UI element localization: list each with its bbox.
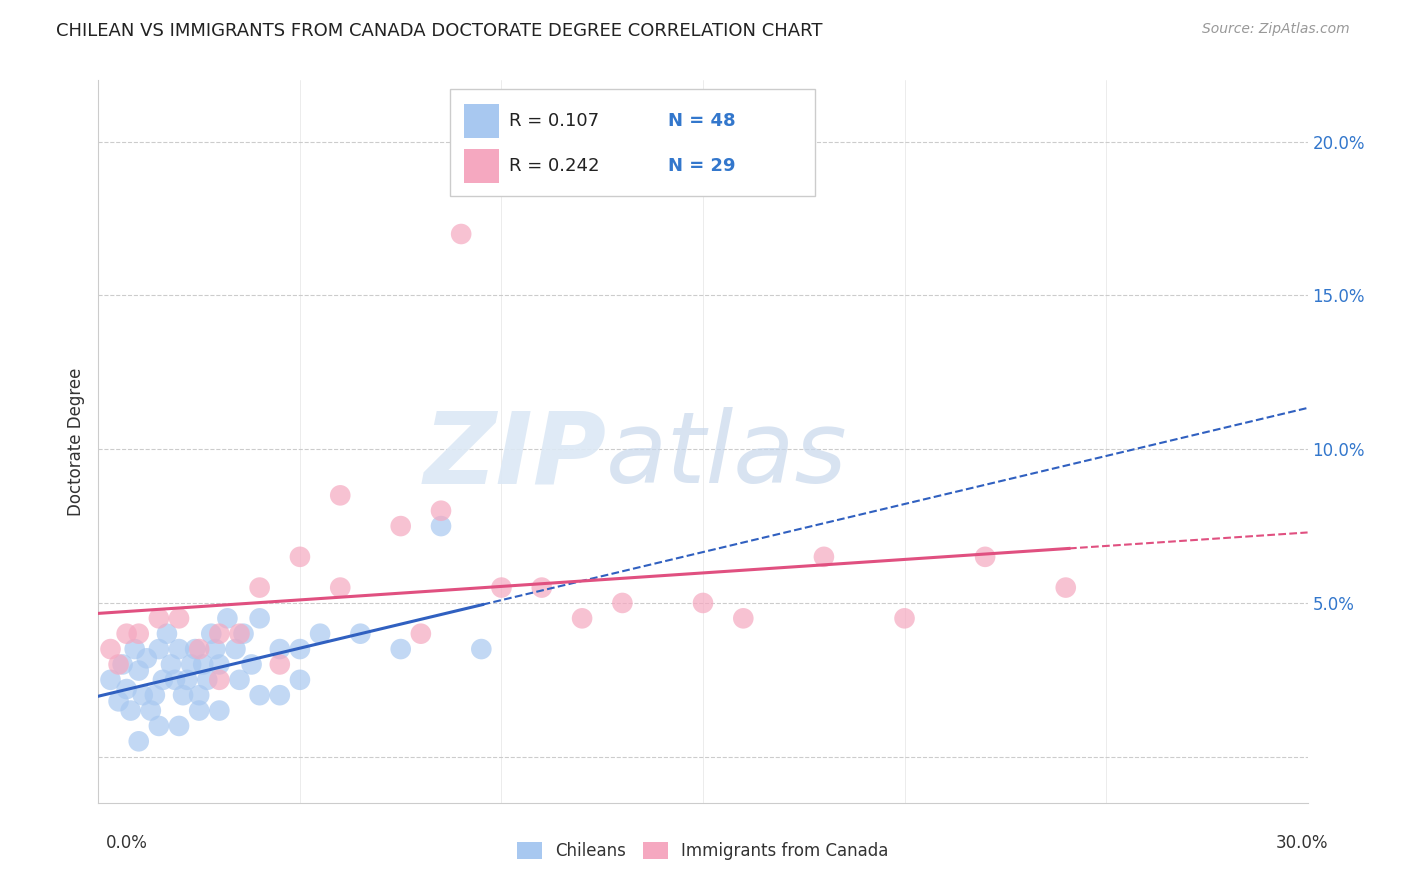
Point xyxy=(167,642,190,657)
Point xyxy=(148,611,170,625)
Point xyxy=(188,688,211,702)
Point xyxy=(228,673,250,687)
Point xyxy=(107,657,129,672)
Point xyxy=(100,642,122,657)
Point xyxy=(163,673,186,687)
Point xyxy=(288,549,311,564)
Point xyxy=(232,626,254,640)
Point xyxy=(208,673,231,687)
Point xyxy=(128,626,150,640)
Point xyxy=(195,673,218,687)
Point xyxy=(389,519,412,533)
Text: N = 29: N = 29 xyxy=(668,157,735,175)
Point xyxy=(1054,581,1077,595)
Point xyxy=(139,704,162,718)
Y-axis label: Doctorate Degree: Doctorate Degree xyxy=(66,368,84,516)
Point xyxy=(240,657,263,672)
Point xyxy=(167,611,190,625)
Point xyxy=(107,694,129,708)
Text: R = 0.242: R = 0.242 xyxy=(509,157,599,175)
Point xyxy=(208,626,231,640)
Point xyxy=(120,704,142,718)
Text: 30.0%: 30.0% xyxy=(1277,834,1329,852)
Text: ZIP: ZIP xyxy=(423,408,606,505)
Point xyxy=(269,642,291,657)
Point xyxy=(128,664,150,678)
Point xyxy=(249,611,271,625)
Point xyxy=(329,581,352,595)
Text: Source: ZipAtlas.com: Source: ZipAtlas.com xyxy=(1202,22,1350,37)
Point xyxy=(176,673,198,687)
Point xyxy=(160,657,183,672)
Point xyxy=(224,642,246,657)
Point xyxy=(115,626,138,640)
Point xyxy=(733,611,755,625)
Point xyxy=(249,688,271,702)
Point xyxy=(204,642,226,657)
Point xyxy=(228,626,250,640)
Point xyxy=(115,681,138,696)
Point xyxy=(430,504,453,518)
Point xyxy=(249,581,271,595)
Text: N = 48: N = 48 xyxy=(668,112,735,130)
Point xyxy=(172,688,194,702)
Point xyxy=(470,642,492,657)
Point xyxy=(100,673,122,687)
Point xyxy=(329,488,352,502)
Point xyxy=(692,596,714,610)
Point xyxy=(450,227,472,241)
Point xyxy=(111,657,134,672)
Point xyxy=(184,642,207,657)
Point xyxy=(288,673,311,687)
Point xyxy=(152,673,174,687)
Point xyxy=(200,626,222,640)
Point xyxy=(974,549,997,564)
Point xyxy=(612,596,634,610)
Point xyxy=(349,626,371,640)
Point xyxy=(389,642,412,657)
Point xyxy=(409,626,432,640)
Point xyxy=(148,719,170,733)
Point xyxy=(893,611,915,625)
Point xyxy=(188,704,211,718)
Point xyxy=(530,581,553,595)
Point xyxy=(217,611,239,625)
Point xyxy=(269,657,291,672)
Point xyxy=(128,734,150,748)
Point xyxy=(167,719,190,733)
Point xyxy=(156,626,179,640)
Point xyxy=(208,704,231,718)
Point xyxy=(180,657,202,672)
Point xyxy=(813,549,835,564)
Point xyxy=(430,519,453,533)
Point xyxy=(148,642,170,657)
Point xyxy=(193,657,215,672)
Text: 0.0%: 0.0% xyxy=(105,834,148,852)
Point xyxy=(288,642,311,657)
Legend: Chileans, Immigrants from Canada: Chileans, Immigrants from Canada xyxy=(510,835,896,867)
Point xyxy=(269,688,291,702)
Point xyxy=(132,688,155,702)
Point xyxy=(571,611,593,625)
Point xyxy=(491,581,513,595)
Point xyxy=(143,688,166,702)
Point xyxy=(188,642,211,657)
Point xyxy=(135,651,157,665)
Point xyxy=(208,657,231,672)
Text: atlas: atlas xyxy=(606,408,848,505)
Text: CHILEAN VS IMMIGRANTS FROM CANADA DOCTORATE DEGREE CORRELATION CHART: CHILEAN VS IMMIGRANTS FROM CANADA DOCTOR… xyxy=(56,22,823,40)
Point xyxy=(124,642,146,657)
Point xyxy=(309,626,332,640)
Text: R = 0.107: R = 0.107 xyxy=(509,112,599,130)
